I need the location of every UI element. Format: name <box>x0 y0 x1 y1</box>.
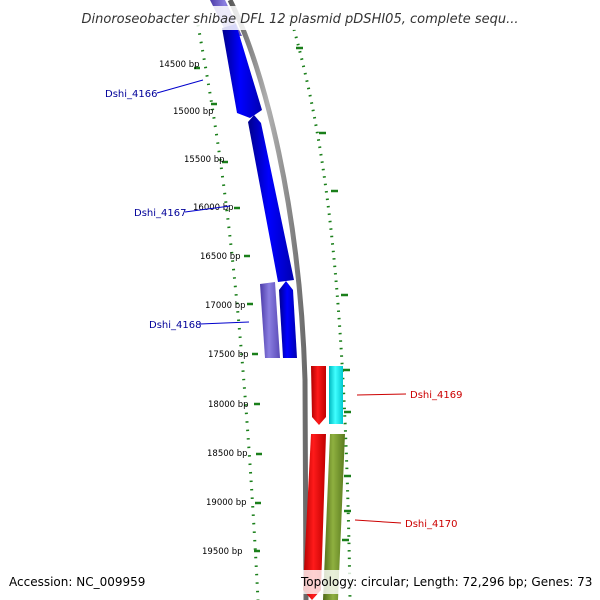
gene-arrow-dshi-4168[interactable] <box>260 282 280 358</box>
gene-label-dshi-4166[interactable]: Dshi_4166 <box>105 89 157 100</box>
gene-arrow-dshi-4170[interactable] <box>303 434 326 600</box>
gene-label-dshi-4170[interactable]: Dshi_4170 <box>405 519 457 530</box>
gene-arrow-dshi-4170-b[interactable] <box>323 434 345 600</box>
tick-label: 19000 bp <box>206 498 247 508</box>
tick-label: 15000 bp <box>173 107 214 117</box>
gene-arrow-dshi-4168-b[interactable] <box>279 281 297 358</box>
gc-content-inner-ring <box>196 24 260 600</box>
gene-label-dshi-4169[interactable]: Dshi_4169 <box>410 390 462 401</box>
title-backdrop <box>60 6 540 30</box>
gene-arrow-dshi-4167[interactable] <box>248 115 294 282</box>
gene-label-dshi-4168[interactable]: Dshi_4168 <box>149 320 201 331</box>
tick-label: 19500 bp <box>202 547 243 557</box>
tick-label: 17500 bp <box>208 350 249 360</box>
tick-marks <box>194 66 262 553</box>
gene-arrow-dshi-4166[interactable] <box>222 24 262 118</box>
tick-label: 17000 bp <box>205 301 246 311</box>
tick-label: 15500 bp <box>184 155 225 165</box>
gene-arrow-dshi-4169-b[interactable] <box>329 366 343 424</box>
plasmid-backbone <box>227 0 309 600</box>
gene-label-dshi-4167[interactable]: Dshi_4167 <box>134 208 186 219</box>
tick-label: 18000 bp <box>208 400 249 410</box>
gene-leader-lines <box>156 79 407 524</box>
map-title: Dinoroseobacter shibae DFL 12 plasmid pD… <box>82 12 519 27</box>
outer-ring-major-ticks <box>296 46 351 542</box>
tick-label: 14500 bp <box>159 60 200 70</box>
topology-backdrop <box>298 570 594 594</box>
topology-label: Topology: circular; Length: 72,296 bp; G… <box>300 575 592 589</box>
tick-label: 16500 bp <box>200 252 241 262</box>
tick-label: 18500 bp <box>207 449 248 459</box>
gene-arrow-dshi-4169[interactable] <box>311 366 326 425</box>
accession-label: Accession: NC_009959 <box>9 575 145 589</box>
